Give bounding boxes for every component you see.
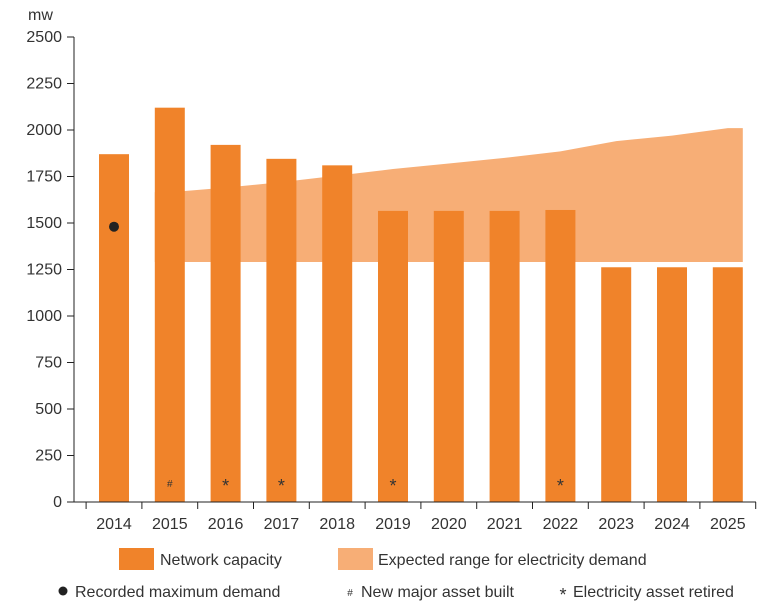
y-axis-unit-label: mw bbox=[28, 7, 53, 24]
bar-2023 bbox=[601, 267, 632, 502]
legend-label-asset-retired: Electricity asset retired bbox=[573, 584, 734, 601]
legend-swatch-demand-range bbox=[338, 548, 373, 570]
x-tick-label-2023: 2023 bbox=[598, 516, 634, 533]
x-tick-label-2015: 2015 bbox=[152, 516, 188, 533]
asset-retired-marker-2019: * bbox=[389, 476, 396, 496]
bar-2024 bbox=[657, 267, 687, 502]
bar-2018 bbox=[322, 165, 353, 502]
x-tick-label-2017: 2017 bbox=[264, 516, 300, 533]
legend-label-asset-built: New major asset built bbox=[361, 584, 515, 601]
x-tick-label-2018: 2018 bbox=[319, 516, 355, 533]
bar-2017 bbox=[266, 158, 297, 502]
bar-2014 bbox=[99, 154, 129, 502]
x-tick-label-2021: 2021 bbox=[487, 516, 523, 533]
x-tick-label-2016: 2016 bbox=[208, 516, 244, 533]
axis-layer: mw 0 250 500 750 1000 1250 1500 1750 2000 2250 250… bbox=[26, 7, 757, 533]
y-tick-label: 0 bbox=[53, 494, 62, 511]
x-tick-label-2019: 2019 bbox=[375, 516, 411, 533]
bar-2020 bbox=[433, 210, 464, 502]
y-tick-label: 1000 bbox=[26, 308, 62, 325]
asset-built-marker-2015: # bbox=[167, 479, 173, 490]
legend-swatch-network-capacity bbox=[119, 548, 154, 570]
legend-symbol-asset-retired: * bbox=[559, 585, 566, 605]
bar-2019 bbox=[378, 210, 408, 502]
y-tick-label: 1500 bbox=[26, 215, 62, 232]
legend-label-recorded-max-demand: Recorded maximum demand bbox=[75, 584, 280, 601]
bar-2022 bbox=[545, 209, 576, 503]
y-tick-label: 1750 bbox=[26, 169, 62, 186]
y-tick-label: 2000 bbox=[26, 122, 62, 139]
x-tick-label-2020: 2020 bbox=[431, 516, 467, 533]
asset-retired-marker-2016: * bbox=[222, 476, 229, 496]
y-tick-label: 1250 bbox=[26, 262, 62, 279]
bar-2025 bbox=[712, 267, 743, 502]
x-tick-label-2024: 2024 bbox=[654, 516, 690, 533]
recorded-max-demand-point-2014 bbox=[109, 221, 119, 232]
asset-retired-marker-2017: * bbox=[278, 476, 285, 496]
y-tick-label: 500 bbox=[35, 401, 62, 418]
demand-range-layer bbox=[154, 128, 743, 263]
legend-label-demand-range: Expected range for electricity demand bbox=[378, 552, 647, 569]
legend: Network capacity Expected range for elect… bbox=[58, 548, 734, 605]
legend-label-network-capacity: Network capacity bbox=[160, 552, 282, 569]
x-tick-label-2025: 2025 bbox=[710, 516, 746, 533]
y-tick-label: 250 bbox=[35, 448, 62, 465]
x-tick-label-2022: 2022 bbox=[543, 516, 579, 533]
bar-2021 bbox=[489, 210, 520, 502]
marker-layer: # * * * * bbox=[109, 221, 564, 496]
y-tick-label: 750 bbox=[35, 355, 62, 372]
bar-2016 bbox=[210, 144, 241, 502]
bar-2015 bbox=[154, 107, 185, 503]
bar-layer bbox=[99, 107, 743, 503]
y-tick-label: 2500 bbox=[26, 29, 62, 46]
expected-demand-range-band bbox=[154, 128, 743, 263]
asset-retired-marker-2022: * bbox=[557, 476, 564, 496]
legend-symbol-asset-built: # bbox=[347, 588, 353, 599]
y-tick-label: 2250 bbox=[26, 76, 62, 93]
legend-symbol-recorded-max-demand bbox=[58, 586, 68, 596]
x-tick-label-2014: 2014 bbox=[96, 516, 132, 533]
